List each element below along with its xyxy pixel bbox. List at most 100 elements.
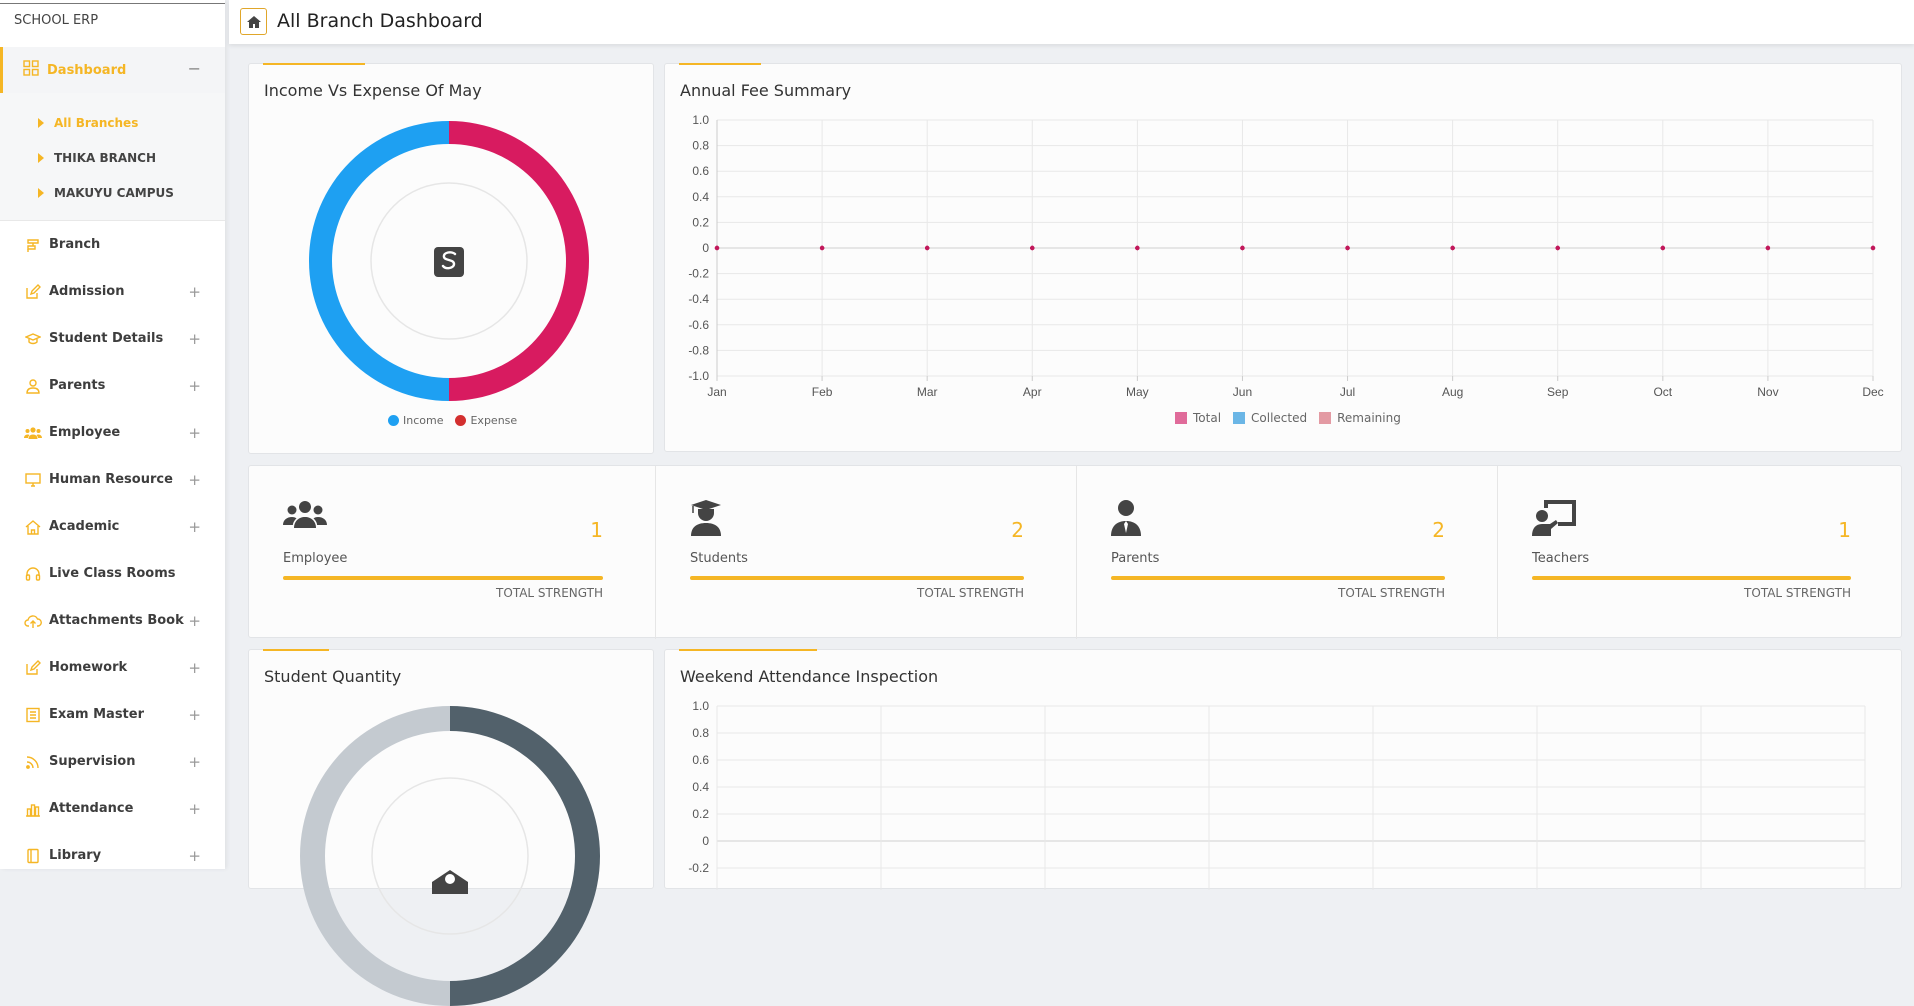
stat-progress-bar [283, 576, 603, 580]
sidebar-item-label: Homework [49, 660, 128, 675]
stat-caption: TOTAL STRENGTH [917, 586, 1024, 600]
sidebar-item-dashboard[interactable]: Dashboard − [0, 47, 225, 93]
y-tick-label: -0.4 [688, 292, 709, 306]
y-tick-label: 0 [702, 834, 709, 848]
stat-students: 2 Students TOTAL STRENGTH [656, 466, 1077, 639]
sidebar-item-label: Live Class Rooms [49, 566, 176, 581]
y-tick-label: 0 [702, 241, 709, 255]
sidebar-item-branch[interactable]: Branch [0, 221, 225, 268]
expand-icon[interactable]: + [188, 376, 201, 395]
users-icon [283, 500, 327, 534]
legend-item-remaining[interactable]: Remaining [1319, 411, 1401, 425]
expand-icon[interactable]: + [188, 658, 201, 677]
stat-progress-bar [1532, 576, 1851, 580]
expand-icon[interactable]: + [188, 329, 201, 348]
submenu-item-thika-branch[interactable]: THIKA BRANCH [38, 147, 156, 169]
donut-inner-ring [370, 182, 528, 340]
annual-fee-line-chart[interactable]: 1.0 0.8 0.6 0.4 0.2 0 -0.2 -0.4 -0.6 -0.8 -1.0 Jan F… [665, 64, 1903, 404]
stat-label: Employee [283, 551, 348, 566]
data-point-total [1555, 245, 1560, 251]
card-title: Annual Fee Summary [680, 81, 852, 100]
legend-swatch [1319, 412, 1332, 424]
expand-icon[interactable]: + [188, 282, 201, 301]
student-quantity-card: Student Quantity [248, 649, 654, 1006]
sidebar-item-attachments-book[interactable]: Attachments Book + [0, 597, 225, 644]
donut-inner-ring [371, 777, 529, 935]
legend-item-income[interactable]: Income [388, 414, 443, 427]
stat-caption: TOTAL STRENGTH [1338, 586, 1445, 600]
expand-icon[interactable]: + [188, 705, 201, 724]
expand-icon[interactable]: + [188, 611, 201, 630]
x-tick-label: Apr [1023, 385, 1042, 399]
data-point-total [1030, 245, 1035, 251]
donut-slice [300, 706, 450, 1006]
y-tick-label: 0.2 [692, 807, 709, 821]
cloud-upload-icon [24, 612, 42, 630]
sidebar-item-student-details[interactable]: Student Details + [0, 315, 225, 362]
y-tick-label: 0.4 [692, 780, 709, 794]
sidebar-item-label: Library [49, 848, 102, 863]
sidebar-item-employee[interactable]: Employee + [0, 409, 225, 456]
sidebar-item-academic[interactable]: Academic + [0, 503, 225, 550]
weekend-attendance-chart[interactable]: 1.0 0.8 0.6 0.4 0.2 0 -0.2 [665, 650, 1903, 890]
x-tick-label: Sep [1547, 385, 1569, 399]
data-point-total [924, 245, 930, 251]
legend-item-collected[interactable]: Collected [1233, 411, 1307, 425]
sidebar: SCHOOL ERP Dashboard − All Branches THIK… [0, 0, 225, 869]
teacher-icon [1532, 500, 1576, 540]
data-point-total [1135, 245, 1140, 251]
sidebar-item-homework[interactable]: Homework + [0, 644, 225, 691]
submenu-item-all-branches[interactable]: All Branches [38, 112, 138, 134]
dashboard-submenu: All Branches THIKA BRANCH MAKUYU CAMPUS [0, 93, 225, 221]
submenu-item-makuyu-campus[interactable]: MAKUYU CAMPUS [38, 182, 174, 204]
caret-right-icon [38, 188, 44, 198]
sidebar-item-exam-master[interactable]: Exam Master + [0, 691, 225, 738]
expand-icon[interactable]: + [188, 423, 201, 442]
y-tick-label: 0.2 [692, 215, 709, 229]
legend-swatch [455, 415, 467, 426]
home-button[interactable] [240, 8, 267, 35]
sidebar-item-library[interactable]: Library + [0, 832, 225, 869]
expand-icon[interactable]: + [188, 846, 201, 865]
dashboard-grid-icon [23, 60, 39, 80]
income-expense-donut[interactable] [309, 121, 589, 401]
sidebar-item-admission[interactable]: Admission + [0, 268, 225, 315]
y-tick-label: -0.2 [688, 267, 709, 281]
expand-icon[interactable]: + [188, 752, 201, 771]
brand-logo[interactable]: SCHOOL ERP [14, 13, 99, 28]
sidebar-item-parents[interactable]: Parents + [0, 362, 225, 409]
donut-slice [450, 706, 600, 1006]
collapse-icon[interactable]: − [187, 59, 201, 78]
stat-teachers: 1 Teachers TOTAL STRENGTH [1498, 466, 1903, 639]
book-icon [24, 706, 42, 724]
sidebar-item-label: Parents [49, 378, 106, 393]
legend-item-expense[interactable]: Expense [455, 414, 517, 427]
annual-fee-summary-card: Annual Fee Summary 1.0 0.8 0.6 0.4 0.2 0 -0.2 -… [664, 63, 1902, 452]
student-icon [690, 500, 722, 540]
sidebar-item-label: Exam Master [49, 707, 144, 722]
sidebar-item-label: Employee [49, 425, 121, 440]
expand-icon[interactable]: + [188, 517, 201, 536]
legend-item-total[interactable]: Total [1175, 411, 1221, 425]
expand-icon[interactable]: + [188, 470, 201, 489]
sidebar-item-label: Student Details [49, 331, 164, 346]
legend-label: Expense [470, 414, 518, 427]
sidebar-item-live-class-rooms[interactable]: Live Class Rooms [0, 550, 225, 597]
caret-right-icon [38, 153, 44, 163]
sidebar-item-label: Branch [49, 237, 101, 252]
school-icon-clock [445, 874, 455, 884]
stat-value: 2 [1011, 518, 1024, 542]
x-tick-label: Mar [917, 385, 938, 399]
data-point-total [1345, 245, 1350, 251]
donut-slice-expense [449, 121, 589, 401]
sidebar-item-supervision[interactable]: Supervision + [0, 738, 225, 785]
expand-icon[interactable]: + [188, 799, 201, 818]
stat-value: 2 [1432, 518, 1445, 542]
sidebar-item-attendance[interactable]: Attendance + [0, 785, 225, 832]
sidebar-item-human-resource[interactable]: Human Resource + [0, 456, 225, 503]
student-quantity-donut[interactable] [300, 706, 600, 1006]
stat-caption: TOTAL STRENGTH [496, 586, 603, 600]
stat-progress-bar [1111, 576, 1445, 580]
donut-legend: Income Expense [388, 414, 529, 427]
y-tick-label: 0.8 [692, 139, 709, 153]
